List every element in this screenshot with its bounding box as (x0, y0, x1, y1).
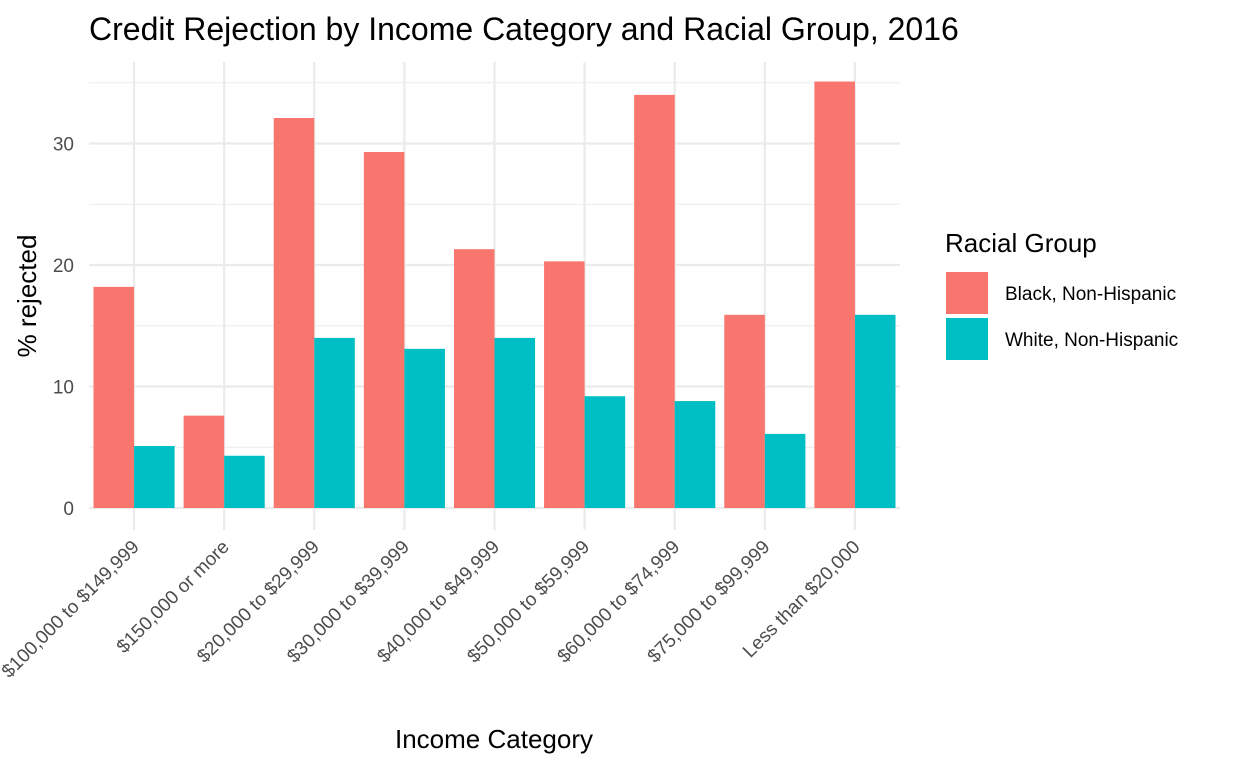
legend-label: Black, Non-Hispanic (1005, 284, 1176, 305)
bar (93, 286, 135, 508)
x-tick-label: $100,000 to $149,999 (0, 537, 144, 683)
y-tick-label: 0 (63, 499, 74, 520)
legend-title: Racial Group (945, 228, 1097, 258)
bar (453, 249, 495, 508)
bar (814, 81, 855, 508)
bar (404, 348, 445, 508)
bar (544, 261, 585, 508)
bar (273, 117, 315, 509)
y-tick-label: 30 (53, 135, 74, 156)
bar (314, 337, 355, 508)
x-axis-title: Income Category (395, 724, 593, 754)
bars (93, 81, 896, 509)
bar (634, 94, 675, 509)
bar (724, 314, 765, 508)
bar (854, 314, 896, 508)
bar (674, 401, 716, 508)
y-tick-label: 20 (53, 256, 74, 277)
legend-key (946, 272, 988, 314)
bar (494, 337, 536, 508)
y-tick-label: 10 (53, 378, 74, 399)
y-axis-title: % rejected (12, 235, 42, 358)
legend-key (946, 318, 988, 360)
x-axis-ticks: $100,000 to $149,999$150,000 or more$20,… (0, 537, 864, 683)
bar (134, 446, 175, 508)
bar (764, 433, 806, 508)
y-axis-ticks: 0 10 20 30 (53, 135, 74, 521)
bar (183, 415, 225, 508)
bar (363, 152, 405, 508)
bar (584, 396, 626, 508)
bar (224, 455, 265, 508)
chart-title: Credit Rejection by Income Category and … (89, 11, 959, 47)
legend-label: White, Non-Hispanic (1005, 330, 1178, 351)
legend: Racial Group Black, Non-Hispanic White, N… (945, 228, 1178, 360)
